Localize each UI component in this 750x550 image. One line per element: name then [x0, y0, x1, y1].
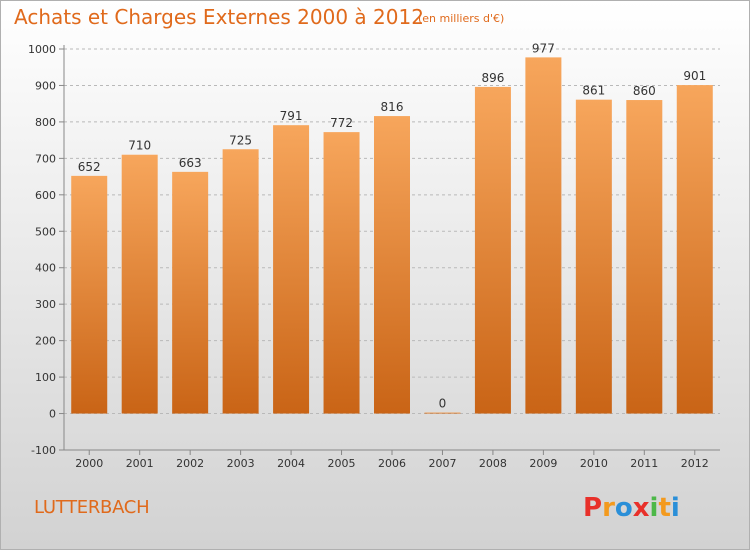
logo-letter: i — [671, 493, 680, 523]
x-tick-label-2009: 2009 — [529, 457, 557, 470]
x-tick-label-2011: 2011 — [630, 457, 658, 470]
bar-2001 — [121, 154, 158, 414]
bar-2011 — [626, 100, 663, 414]
y-tick-label: 800 — [35, 116, 56, 129]
bar-2005 — [323, 132, 360, 414]
data-label-2007: 0 — [439, 397, 447, 411]
data-label-2000: 652 — [78, 160, 101, 174]
x-tick-label-2008: 2008 — [479, 457, 507, 470]
y-tick-label: 200 — [35, 335, 56, 348]
x-tick-label-2005: 2005 — [328, 457, 356, 470]
x-tick-label-2000: 2000 — [75, 457, 103, 470]
data-label-2005: 772 — [330, 116, 353, 130]
data-label-2012: 901 — [683, 69, 706, 83]
x-tick-label-2004: 2004 — [277, 457, 305, 470]
data-label-2006: 816 — [381, 100, 404, 114]
data-label-2001: 710 — [128, 139, 151, 153]
y-tick-label: 0 — [49, 408, 56, 421]
x-tick-label-2006: 2006 — [378, 457, 406, 470]
y-tick-label: 1000 — [28, 43, 56, 56]
x-tick-label-2003: 2003 — [227, 457, 255, 470]
bar-2010 — [575, 99, 612, 414]
bars — [71, 57, 713, 414]
x-tick-label-2012: 2012 — [681, 457, 709, 470]
bar-2007 — [424, 412, 461, 414]
x-tick-label-2002: 2002 — [176, 457, 204, 470]
chart-unit-label: (en milliers d'€) — [418, 12, 505, 25]
proxiti-logo: Proxiti — [583, 493, 680, 523]
x-tick-label-2007: 2007 — [428, 457, 456, 470]
logo-text: Proxiti — [583, 493, 680, 523]
y-tick-label: 600 — [35, 189, 56, 202]
data-label-2009: 977 — [532, 41, 555, 55]
data-label-2010: 861 — [582, 84, 605, 98]
bar-2003 — [222, 149, 259, 414]
bar-2002 — [172, 171, 209, 414]
bar-2008 — [474, 86, 511, 414]
y-tick-label: 100 — [35, 371, 56, 384]
logo-letter: o — [615, 493, 633, 523]
logo-letter: x — [633, 493, 650, 523]
data-label-2008: 896 — [481, 71, 504, 85]
y-tick-label: 500 — [35, 225, 56, 238]
y-tick-label: 300 — [35, 298, 56, 311]
y-tick-label: 900 — [35, 79, 56, 92]
data-label-2002: 663 — [179, 156, 202, 170]
y-tick-label: 700 — [35, 152, 56, 165]
data-label-2004: 791 — [280, 109, 303, 123]
bar-2000 — [71, 175, 108, 414]
logo-letter: P — [583, 493, 602, 523]
location-label: LUTTERBACH — [34, 497, 150, 518]
logo-letter: r — [602, 493, 615, 523]
bar-2009 — [525, 57, 562, 414]
data-label-2003: 725 — [229, 133, 252, 147]
logo-letter: i — [650, 493, 659, 523]
axes: -100 0 100 200 300 400 500 600 700 800 900 1000 2000… — [28, 43, 720, 470]
logo-letter: t — [658, 493, 670, 523]
data-labels: 652 710 663 725 791 772 816 0 896 977 861 860 901 — [78, 41, 706, 410]
bar-2004 — [273, 125, 310, 414]
bar-2012 — [676, 85, 713, 414]
bar-2006 — [374, 116, 410, 414]
data-label-2011: 860 — [633, 84, 656, 98]
y-tick-label: 400 — [35, 262, 56, 275]
x-tick-label-2001: 2001 — [126, 457, 154, 470]
chart-title: Achats et Charges Externes 2000 à 2012 — [14, 5, 424, 29]
y-tick-label: -100 — [31, 444, 56, 457]
x-tick-label-2010: 2010 — [580, 457, 608, 470]
